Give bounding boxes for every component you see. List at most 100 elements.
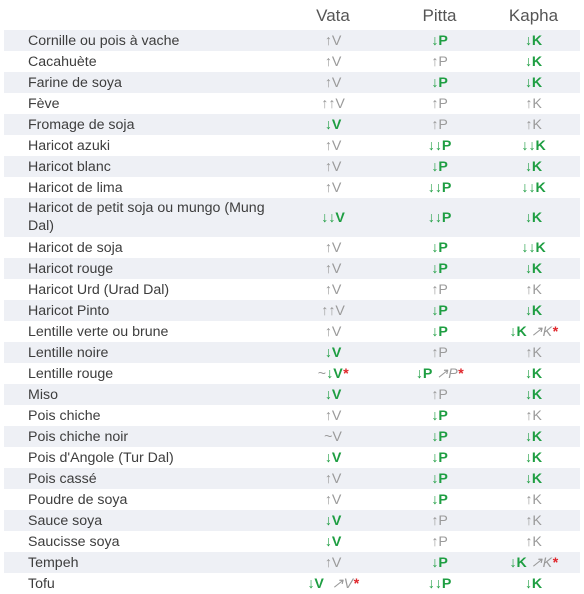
vata-effect: ↑V	[274, 177, 392, 198]
vata-effect: ~↓V*	[274, 363, 392, 384]
pitta-effect: ↓P	[392, 156, 487, 177]
table-row: Haricot Urd (Urad Dal) ↑V ↑P ↑K	[4, 279, 580, 300]
effect-symbol: ↑K	[525, 116, 542, 133]
kapha-effect: ↓K	[487, 258, 580, 279]
vata-effect: ↑V	[274, 237, 392, 258]
food-name: Lentille noire	[4, 342, 274, 363]
effect-symbol: ↓K	[524, 428, 543, 445]
effect-symbol: ↓V	[324, 512, 342, 529]
food-name: Haricot rouge	[4, 258, 274, 279]
food-name: Sauce soya	[4, 510, 274, 531]
effect-symbol: ↑V	[324, 32, 342, 49]
kapha-effect: ↑K	[487, 93, 580, 114]
pitta-effect: ↑P	[392, 342, 487, 363]
table-row: Haricot blanc ↑V ↓P ↓K	[4, 156, 580, 177]
effect-symbol: ↑↑V	[321, 302, 345, 319]
kapha-effect: ↓K ↗K*	[487, 552, 580, 573]
effect-symbol: ↑K	[525, 344, 542, 361]
pitta-effect: ↓P	[392, 489, 487, 510]
food-name: Haricot de soja	[28, 239, 123, 256]
vata-effect: ↑V	[274, 279, 392, 300]
pitta-effect: ↑P	[392, 531, 487, 552]
kapha-effect: ↓K	[487, 384, 580, 405]
effect-symbol: ↑V	[324, 239, 342, 256]
table-row: Saucisse soya ↓V ↑P ↑K	[4, 531, 580, 552]
effect-symbol: ↗V	[331, 575, 354, 592]
vata-effect: ↓V	[274, 510, 392, 531]
pitta-effect: ↓P	[392, 468, 487, 489]
vata-effect: ↓V	[274, 531, 392, 552]
header-vata: Vata	[316, 6, 350, 25]
effect-symbol: ↓K	[524, 302, 543, 319]
vata-effect: ↑↑V	[274, 300, 392, 321]
kapha-effect: ↓↓K	[487, 135, 580, 156]
table-row: Haricot de soja ↑V ↓P ↓↓K	[4, 237, 580, 258]
effect-symbol: ↑V	[324, 470, 342, 487]
effect-symbol: ↓K	[524, 158, 543, 175]
kapha-effect: ↓↓K	[487, 177, 580, 198]
kapha-effect: ↓K	[487, 300, 580, 321]
effect-symbol: ↓V	[326, 365, 343, 382]
pitta-effect: ↓↓P	[392, 177, 487, 198]
effect-symbol: ↓P	[431, 239, 448, 256]
pitta-effect: ↓P	[392, 426, 487, 447]
effect-symbol: ↗P	[436, 365, 458, 382]
pitta-effect: ↓↓P	[392, 573, 487, 594]
vata-effect: ↓↓V	[274, 198, 392, 237]
effect-symbol: ↑K	[525, 512, 542, 529]
note-marker: *	[457, 365, 464, 382]
header-food	[4, 6, 274, 30]
table-row: Haricot de petit soja ou mungo (Mung Dal…	[4, 198, 580, 237]
food-name: Tofu	[28, 575, 55, 592]
pitta-effect: ↓P	[392, 30, 487, 51]
kapha-effect: ↓↓K	[487, 237, 580, 258]
vata-effect: ↑V	[274, 321, 392, 342]
effect-symbol: ↓K	[524, 74, 543, 91]
effect-symbol: ↑K	[525, 95, 542, 112]
effect-symbol: ↑V	[324, 74, 342, 91]
effect-symbol: ↑P	[431, 95, 448, 112]
table-row: Pois d'Angole (Tur Dal) ↓V ↓P ↓K	[4, 447, 580, 468]
kapha-effect: ↓K	[487, 447, 580, 468]
kapha-effect: ↑K	[487, 489, 580, 510]
effect-symbol: ↑K	[525, 281, 542, 298]
table-row: Lentille rouge ~↓V* ↓P ↗P* ↓K	[4, 363, 580, 384]
kapha-effect: ↑K	[487, 114, 580, 135]
effect-symbol: ↓V	[324, 533, 342, 550]
food-name: Haricot blanc	[4, 156, 274, 177]
effect-symbol: ↑P	[431, 116, 448, 133]
pitta-effect: ↓P	[392, 72, 487, 93]
kapha-effect: ↑K	[487, 405, 580, 426]
effect-symbol: ↓↓P	[427, 209, 452, 226]
dosha-effects-table: Vata Pitta Kapha Cornille ou pois à vach…	[4, 6, 580, 594]
effect-symbol: ↑P	[431, 281, 448, 298]
effect-symbol: ↓P	[431, 302, 448, 319]
effect-symbol: ↑P	[431, 386, 448, 403]
effect-symbol: ~V	[324, 428, 342, 445]
table-row: Lentille noire ↓V ↑P ↑K	[4, 342, 580, 363]
food-name: Cacahuète	[28, 53, 97, 70]
effect-symbol: ↓P	[431, 491, 448, 508]
table-row: Farine de soya ↑V ↓P ↓K	[4, 72, 580, 93]
effect-symbol: ↓V	[324, 386, 342, 403]
header-pitta: Pitta	[422, 6, 457, 25]
effect-symbol: ↓↓K	[521, 239, 546, 256]
food-name: Haricot azuki	[28, 137, 111, 154]
kapha-effect: ↓K	[487, 468, 580, 489]
pitta-effect: ↑P	[392, 384, 487, 405]
vata-effect: ↑V	[274, 135, 392, 156]
effect-symbol: ↓P	[431, 74, 448, 91]
effect-symbol: ↓V	[324, 449, 342, 466]
food-name: Haricot Pinto	[4, 300, 274, 321]
vata-effect: ↓V	[274, 114, 392, 135]
effect-symbol: ↑P	[431, 53, 448, 70]
table-row: Pois chiche noir ~V ↓P ↓K	[4, 426, 580, 447]
vata-effect: ↓V	[274, 447, 392, 468]
effect-symbol: ↑K	[525, 491, 542, 508]
vata-effect: ↓V ↗V*	[274, 573, 392, 594]
table-row: Tempeh ↑V ↓P ↓K ↗K*	[4, 552, 580, 573]
header-kapha: Kapha	[508, 6, 559, 25]
effect-symbol: ↑V	[324, 158, 342, 175]
table-row: Fève ↑↑V ↑P ↑K	[4, 93, 580, 114]
effect-symbol: ↓K	[524, 365, 543, 382]
